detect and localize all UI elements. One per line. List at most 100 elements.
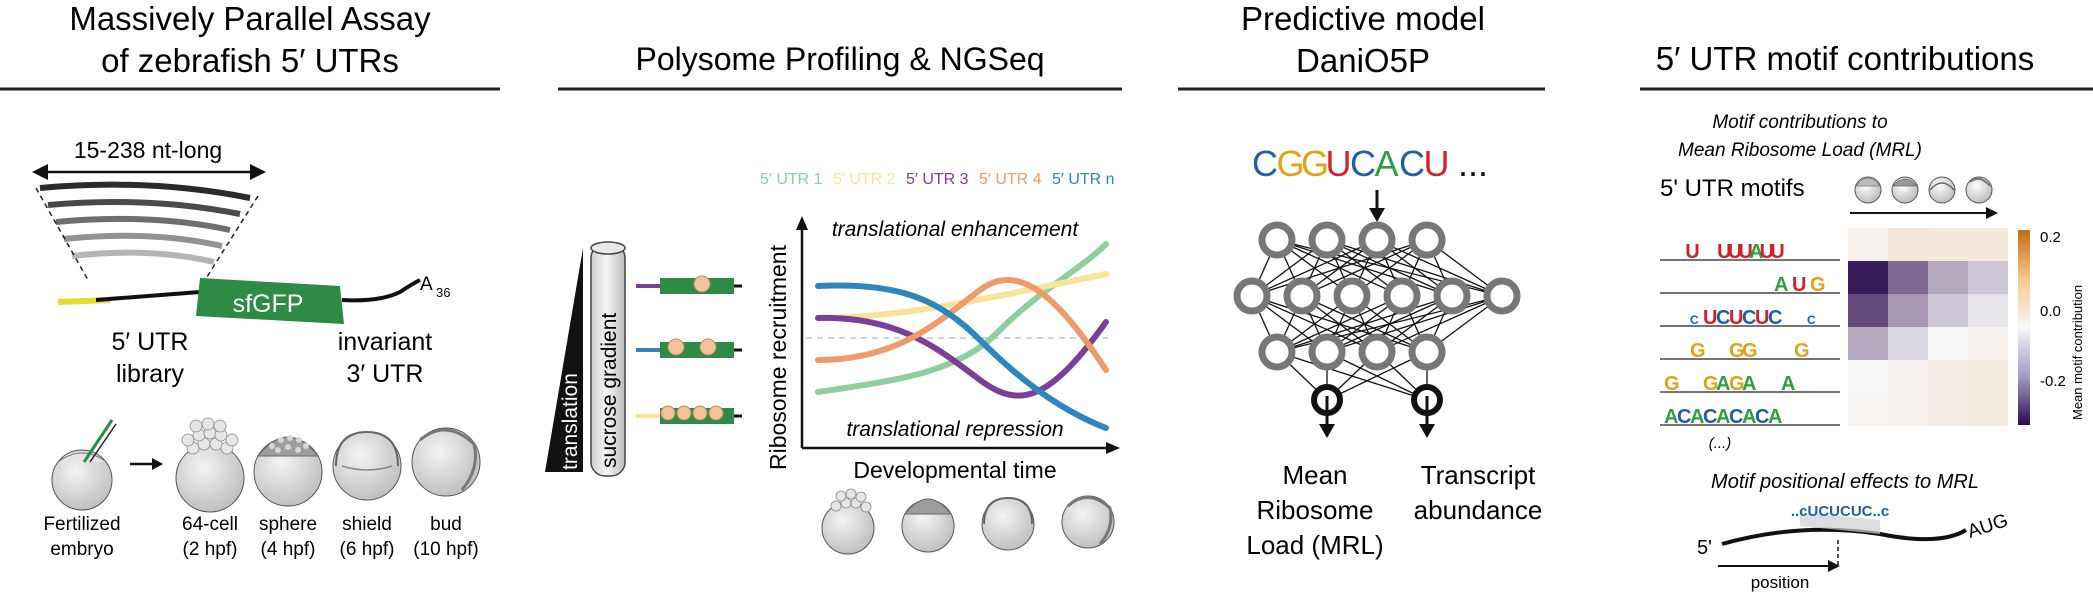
reporter-construct: sfGFP A 36 xyxy=(57,274,450,324)
heatmap-cell xyxy=(1848,360,1888,393)
positional-mrna xyxy=(1721,527,1968,546)
logo-letter: C xyxy=(1703,406,1717,428)
sequence-letter: C xyxy=(1350,143,1376,184)
output-mrl-line1: Mean xyxy=(1282,460,1347,490)
sequence-letter: G xyxy=(1277,143,1305,184)
panel4-subtitle-line2: Mean Ribosome Load (MRL) xyxy=(1678,140,1922,161)
translation-label: translation xyxy=(559,373,582,470)
colorbar-title: Mean motif contribution xyxy=(2070,285,2085,420)
sequence-letter: G xyxy=(1301,143,1329,184)
position-arrow-head xyxy=(1828,560,1840,572)
logo-letter: U xyxy=(1728,241,1742,263)
heatmap-cell xyxy=(1928,327,1968,360)
colorbar-tick-mid: 0.0 xyxy=(2040,303,2061,320)
polya-subscript: 36 xyxy=(436,285,450,300)
length-arrow-left-head xyxy=(32,164,48,180)
stage-4-line2: (10 hpf) xyxy=(413,539,478,560)
hidden-node xyxy=(1258,221,1296,259)
hidden-node xyxy=(1258,333,1296,371)
heatmap-cell xyxy=(1968,327,2008,360)
embryo-shield xyxy=(332,430,402,501)
positional-five-prime: 5' xyxy=(1697,537,1712,559)
sequence-letter: U xyxy=(1326,143,1352,184)
logo-letter: A xyxy=(1768,406,1782,428)
repression-label: translational repression xyxy=(846,418,1063,441)
trajectory-utr-n xyxy=(815,282,1109,431)
panel-mpra: Massively Parallel Assay of zebrafish 5′… xyxy=(0,0,500,560)
output-arrow-mrl-head xyxy=(1319,424,1335,438)
heatmap-cell xyxy=(1968,294,2008,327)
colorbar-tick-top: 0.2 xyxy=(2040,229,2061,246)
stage-3-line1: shield xyxy=(342,514,392,535)
positional-motif-logo: ..cUCUCUC..c xyxy=(1791,503,1889,520)
length-label: 15-238 nt-long xyxy=(74,137,222,163)
heatmap-cell xyxy=(1848,294,1888,327)
hidden-node xyxy=(1358,333,1396,371)
logo-letter: G xyxy=(1703,373,1719,395)
stage-2-line1: sphere xyxy=(259,514,317,535)
sfgfp-label: sfGFP xyxy=(233,290,304,318)
logo-letter: U xyxy=(1729,307,1743,329)
gradient-label: sucrose gradient xyxy=(598,313,621,468)
sequence-letter: C xyxy=(1399,143,1425,184)
utr-legend: 5′ UTR 1 5′ UTR 2 5′ UTR 3 5′ UTR 4 5′ U… xyxy=(760,171,1115,188)
logo-letter: G xyxy=(1810,274,1826,296)
time-arrow-head xyxy=(1986,207,1998,219)
heatmap-cell xyxy=(1928,393,1968,426)
panel2-title: Polysome Profiling & NGSeq xyxy=(635,41,1044,77)
logo-letter: G xyxy=(1729,340,1745,362)
sequence-letter: C xyxy=(1252,143,1278,184)
sequence-ellipsis: ... xyxy=(1458,143,1488,184)
logo-letter: G xyxy=(1664,373,1680,395)
logo-letter: U xyxy=(1717,241,1731,263)
logo-letter: C xyxy=(1768,307,1782,329)
translation-wedge xyxy=(545,248,583,472)
stage-1-line1: 64-cell xyxy=(182,514,238,535)
hidden-node xyxy=(1283,277,1321,315)
output-arrow-abundance-head xyxy=(1419,424,1435,438)
heatmap-cell xyxy=(1928,294,1968,327)
heatmap-cell xyxy=(1888,261,1928,294)
heatmap-cell xyxy=(1928,228,1968,261)
logo-letter: U xyxy=(1703,307,1717,329)
logo-letter: U xyxy=(1760,241,1774,263)
injection-arrow-head xyxy=(152,458,163,470)
logo-letter: C xyxy=(1755,406,1769,428)
legend-utr-4: 5′ UTR 4 xyxy=(979,171,1042,188)
logo-letter: A xyxy=(1774,274,1788,296)
legend-utr-2: 5′ UTR 2 xyxy=(833,171,896,188)
utr3-label-line1: invariant xyxy=(338,328,433,356)
panel4-title: 5′ UTR motif contributions xyxy=(1656,40,2035,77)
logo-letter: U xyxy=(1755,307,1769,329)
stage-3-line2: (6 hpf) xyxy=(340,539,395,560)
heatmap-cell xyxy=(1928,360,1968,393)
heatmap-cell xyxy=(1888,393,1928,426)
heatmap-cell xyxy=(1968,228,2008,261)
logo-letter: C xyxy=(1677,406,1691,428)
output-abundance-line2: abundance xyxy=(1414,495,1543,525)
legend-utr-1: 5′ UTR 1 xyxy=(760,171,823,188)
output-mrl-line3: Load (MRL) xyxy=(1246,530,1383,560)
polysome-bottom xyxy=(636,405,742,424)
logo-letter: U xyxy=(1738,241,1752,263)
trajectory-utr-1 xyxy=(815,241,1109,395)
logo-letter: U xyxy=(1770,241,1784,263)
panel3-title-line1: Predictive model xyxy=(1241,0,1485,37)
logo-letter: C xyxy=(1807,313,1816,327)
heatmap-cell xyxy=(1888,294,1928,327)
positional-title: Motif positional effects to MRL xyxy=(1711,471,1979,493)
output-mrl-line2: Ribosome xyxy=(1256,495,1373,525)
hidden-node xyxy=(1408,333,1446,371)
x-axis-arrowhead xyxy=(1106,442,1120,454)
hidden-node xyxy=(1483,277,1521,315)
heatmap-cell xyxy=(1848,228,1888,261)
x-axis-label: Developmental time xyxy=(853,457,1056,483)
stage-0-line1: Fertilized xyxy=(43,514,120,535)
logo-letter: A xyxy=(1781,373,1795,395)
utr3-label-line2: 3′ UTR xyxy=(347,360,424,388)
hidden-node xyxy=(1358,221,1396,259)
legend-utr-3: 5′ UTR 3 xyxy=(906,171,969,188)
